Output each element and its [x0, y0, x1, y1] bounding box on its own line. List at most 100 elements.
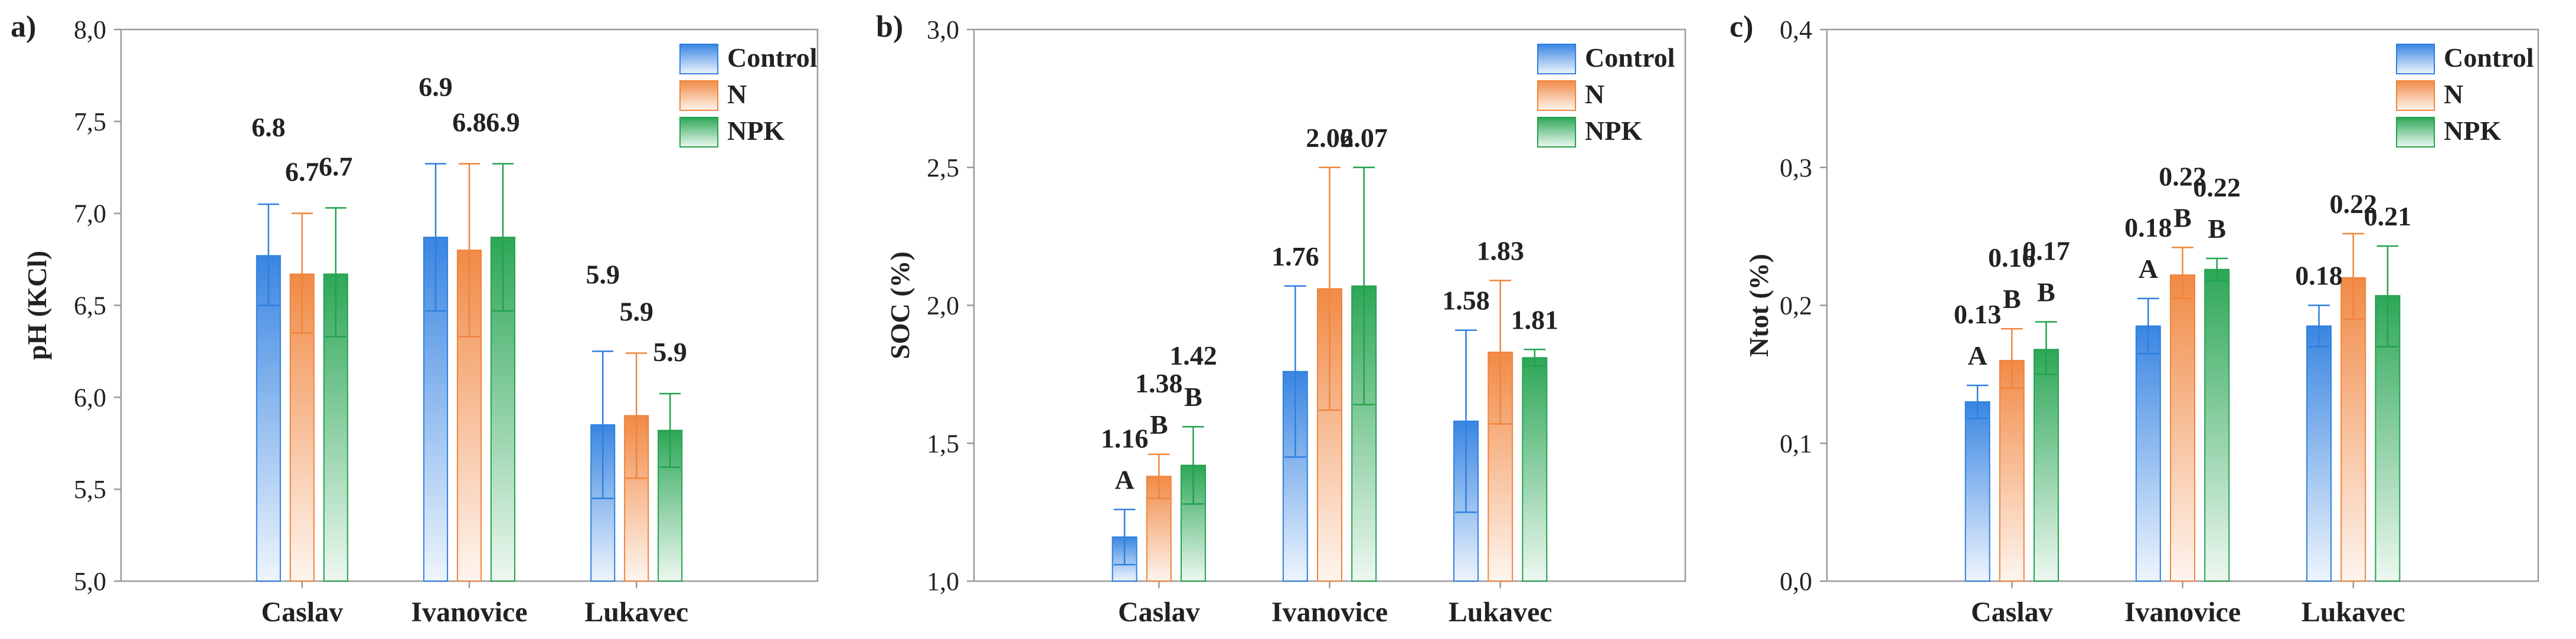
value-label: 0.22: [2193, 172, 2241, 202]
y-tick-label: 6,5: [74, 291, 106, 320]
y-tick-label: 5,5: [74, 475, 106, 504]
y-tick-label: 1,5: [927, 429, 959, 458]
legend-label: N: [727, 79, 747, 109]
legend-label: N: [1585, 79, 1604, 109]
bar-npk: [1522, 357, 1548, 582]
value-label: 1.42: [1169, 340, 1217, 371]
x-category-label: Ivanovice: [1271, 597, 1388, 628]
x-category-label: Caslav: [1118, 597, 1200, 628]
value-label: 5.9: [653, 337, 687, 367]
y-tick-label: 8,0: [74, 15, 106, 44]
value-label: 1.38: [1135, 368, 1183, 398]
value-label: 5.9: [619, 297, 653, 327]
value-label: 6.9: [486, 107, 520, 137]
bar-n: [2170, 274, 2195, 582]
legend-swatch-npk: [1537, 117, 1576, 148]
value-label: 6.9: [419, 72, 453, 102]
legend-label: NPK: [2444, 116, 2501, 146]
legend-label: NPK: [727, 116, 784, 146]
legend-label: N: [2444, 79, 2463, 109]
legend-label: Control: [727, 42, 818, 73]
value-label: 0.18: [2295, 261, 2343, 291]
value-label: 1.76: [1271, 241, 1319, 271]
legend-swatch-control: [2396, 44, 2435, 74]
y-tick-label: 0,2: [1780, 291, 1812, 320]
panel-label: b): [876, 10, 903, 44]
bar-npk: [2033, 349, 2059, 582]
value-label: 0.13: [1954, 299, 2002, 329]
chart-panel-ph: a) 5,0 5,5 6,0 6,5 7,0 7,5 8,0 pH (KCl) Caslav Iva…: [11, 10, 819, 628]
y-tick-label: 0,4: [1780, 15, 1812, 44]
legend-swatch-npk: [679, 117, 718, 148]
significance-letter: B: [2208, 214, 2226, 244]
bar-control: [2306, 325, 2332, 582]
bar-n: [2340, 277, 2366, 582]
y-tick-label: 0,0: [1780, 567, 1812, 596]
legend-label: Control: [2444, 42, 2534, 73]
significance-letter: B: [1184, 382, 1202, 412]
bar-npk: [2204, 268, 2230, 582]
y-axis-title: SOC (%): [885, 251, 915, 359]
panel-label: a): [11, 10, 36, 44]
value-label: 1.58: [1442, 286, 1490, 316]
y-tick-label: 2,5: [927, 153, 959, 182]
significance-letter: A: [1115, 464, 1135, 494]
x-category-label: Lukavec: [584, 597, 688, 628]
legend-label: NPK: [1585, 116, 1642, 146]
significance-letter: B: [2173, 202, 2192, 232]
legend-swatch-n: [1537, 80, 1576, 111]
x-category-label: Lukavec: [2302, 597, 2405, 628]
legend-label: Control: [1585, 42, 1675, 73]
bar-control: [256, 255, 281, 582]
chart-panel-ntot: c) 0,0 0,1 0,2 0,3 0,4 Ntot (%) Caslav Ivanovice…: [1730, 10, 2539, 628]
bar-n: [1999, 360, 2025, 582]
bar-control: [2135, 325, 2161, 582]
significance-letter: A: [2139, 254, 2158, 284]
x-category-label: Ivanovice: [2124, 597, 2241, 628]
y-axis-title: Ntot (%): [1744, 254, 1774, 357]
chart-panel-soc: b) 1,0 1,5 2,0 2,5 3,0 SOC (%) Caslav Ivanovice L…: [876, 10, 1686, 628]
value-label: 6.7: [285, 157, 319, 187]
legend-swatch-npk: [2396, 117, 2435, 148]
y-tick-label: 7,0: [74, 199, 106, 228]
y-tick-label: 0,3: [1780, 153, 1812, 182]
y-tick-label: 6,0: [74, 383, 106, 412]
significance-letter: B: [2003, 284, 2021, 314]
value-label: 0.17: [2022, 236, 2070, 266]
y-tick-label: 0,1: [1780, 429, 1812, 458]
significance-letter: B: [1150, 409, 1168, 440]
value-label: 6.7: [319, 151, 353, 181]
significance-letter: B: [2037, 277, 2055, 307]
value-label: 6.8: [452, 107, 486, 137]
y-tick-label: 3,0: [927, 15, 959, 44]
value-label: 6.8: [251, 112, 286, 142]
y-axis-title: pH (KCl): [22, 251, 52, 360]
value-label: 0.18: [2124, 212, 2172, 243]
y-tick-label: 2,0: [927, 291, 959, 320]
value-label: 0.21: [2364, 201, 2412, 231]
bar-control: [1964, 401, 1990, 582]
legend-swatch-n: [679, 80, 718, 111]
panel-label: c): [1730, 10, 1753, 44]
value-label: 2.07: [1340, 123, 1388, 153]
x-category-label: Lukavec: [1449, 597, 1552, 628]
y-tick-label: 7,5: [74, 107, 106, 136]
x-category-label: Ivanovice: [411, 597, 527, 628]
legend-swatch-n: [2396, 80, 2435, 111]
value-label: 1.81: [1511, 304, 1559, 335]
value-label: 0.22: [2159, 161, 2206, 191]
value-label: 0.16: [1988, 243, 2036, 273]
x-category-label: Caslav: [261, 597, 343, 628]
value-label: 2.06: [1306, 123, 1354, 153]
legend-swatch-control: [679, 44, 718, 74]
legend-swatch-control: [1537, 44, 1576, 74]
bar-control: [423, 237, 449, 582]
significance-letter: A: [1968, 340, 1987, 371]
y-tick-label: 5,0: [74, 567, 106, 596]
x-category-label: Caslav: [1971, 597, 2053, 628]
value-label: 0.22: [2329, 189, 2377, 219]
value-label: 1.83: [1476, 235, 1524, 266]
value-label: 5.9: [586, 259, 620, 289]
y-tick-label: 1,0: [927, 567, 959, 596]
